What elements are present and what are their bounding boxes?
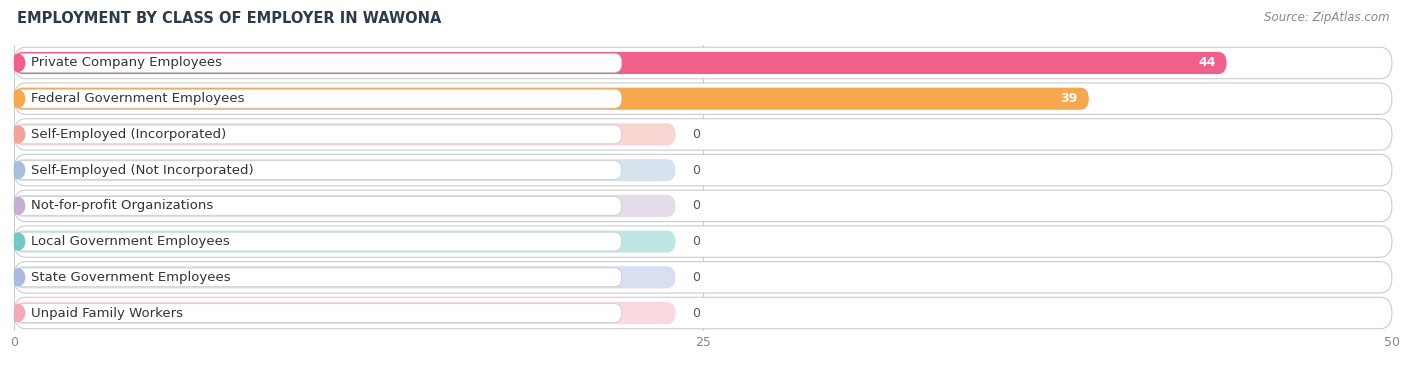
Text: Unpaid Family Workers: Unpaid Family Workers [31,306,183,320]
FancyBboxPatch shape [14,47,1392,79]
Text: 0: 0 [692,164,700,177]
Circle shape [13,56,24,70]
Text: Not-for-profit Organizations: Not-for-profit Organizations [31,199,212,212]
Circle shape [13,199,24,213]
Text: 44: 44 [1198,56,1216,70]
Circle shape [11,55,25,71]
FancyBboxPatch shape [14,302,675,324]
FancyBboxPatch shape [15,303,621,323]
FancyBboxPatch shape [15,161,621,180]
FancyBboxPatch shape [14,230,675,253]
Text: EMPLOYMENT BY CLASS OF EMPLOYER IN WAWONA: EMPLOYMENT BY CLASS OF EMPLOYER IN WAWON… [17,11,441,26]
Text: State Government Employees: State Government Employees [31,271,231,284]
Text: Source: ZipAtlas.com: Source: ZipAtlas.com [1264,11,1389,24]
FancyBboxPatch shape [15,232,621,251]
FancyBboxPatch shape [14,190,1392,221]
FancyBboxPatch shape [14,195,675,217]
Text: 0: 0 [692,271,700,284]
Circle shape [11,269,25,286]
FancyBboxPatch shape [14,83,1392,114]
Circle shape [13,270,24,284]
FancyBboxPatch shape [15,53,621,73]
Text: Federal Government Employees: Federal Government Employees [31,92,245,105]
FancyBboxPatch shape [14,266,675,288]
FancyBboxPatch shape [14,119,1392,150]
Text: Local Government Employees: Local Government Employees [31,235,229,248]
Text: 39: 39 [1060,92,1078,105]
Circle shape [11,90,25,107]
Text: 0: 0 [692,199,700,212]
Circle shape [13,127,24,141]
Text: 0: 0 [692,235,700,248]
FancyBboxPatch shape [14,52,1226,74]
Circle shape [13,163,24,177]
Text: Self-Employed (Incorporated): Self-Employed (Incorporated) [31,128,226,141]
FancyBboxPatch shape [15,268,621,287]
Circle shape [11,305,25,321]
FancyBboxPatch shape [14,159,675,181]
FancyBboxPatch shape [15,196,621,215]
Text: 0: 0 [692,128,700,141]
FancyBboxPatch shape [15,89,621,108]
Circle shape [11,233,25,250]
Circle shape [13,92,24,106]
Circle shape [11,197,25,214]
Circle shape [11,126,25,143]
Circle shape [11,162,25,179]
FancyBboxPatch shape [14,262,1392,293]
Text: Private Company Employees: Private Company Employees [31,56,222,70]
FancyBboxPatch shape [14,88,1088,110]
FancyBboxPatch shape [14,123,675,146]
FancyBboxPatch shape [15,125,621,144]
FancyBboxPatch shape [14,226,1392,257]
Circle shape [13,306,24,320]
FancyBboxPatch shape [14,155,1392,186]
Text: Self-Employed (Not Incorporated): Self-Employed (Not Incorporated) [31,164,253,177]
Text: 0: 0 [692,306,700,320]
FancyBboxPatch shape [14,297,1392,329]
Circle shape [13,235,24,249]
